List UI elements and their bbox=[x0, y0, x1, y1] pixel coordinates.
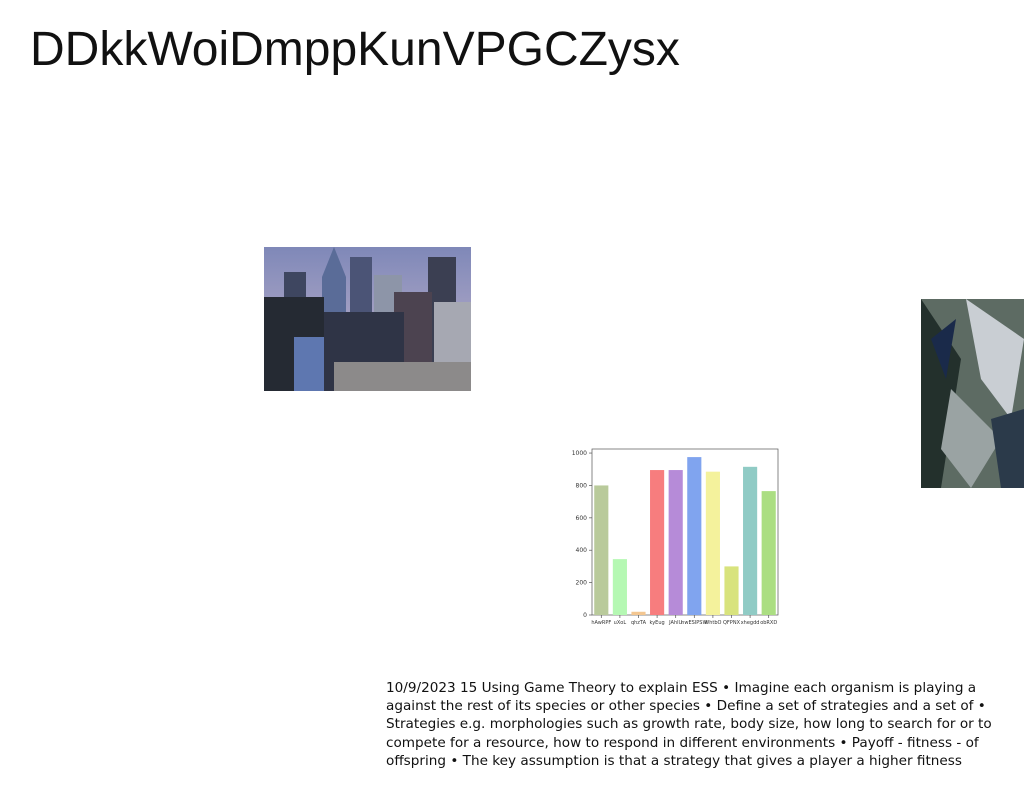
bar-chart: 0 200 400 600 800 1000 hAwRPF uXoL qhzTA kyEug JAh… bbox=[572, 448, 779, 626]
city-photo bbox=[264, 247, 471, 391]
body-text: 10/9/2023 15 Using Game Theory to explai… bbox=[386, 680, 992, 769]
bar bbox=[631, 611, 646, 615]
slide-title: DDkkWoiDmppKunVPGCZysx bbox=[30, 23, 680, 76]
y-tick-label: 200 bbox=[576, 580, 588, 587]
x-tick-label: qhzTA bbox=[631, 620, 647, 626]
x-tick-label: hAwRPF bbox=[591, 620, 611, 626]
x-tick-label: obRXD bbox=[760, 620, 777, 626]
x-tick-label: xhegdd bbox=[741, 620, 760, 626]
y-tick-label: 400 bbox=[576, 547, 588, 554]
bar bbox=[743, 466, 758, 615]
x-tick-label: WhtbO bbox=[704, 620, 721, 626]
y-tick-label: 0 bbox=[583, 612, 587, 619]
abstract-photo bbox=[921, 299, 1024, 488]
bar bbox=[687, 457, 702, 615]
bar bbox=[724, 566, 739, 615]
y-tick-label: 800 bbox=[576, 482, 588, 489]
plot-frame bbox=[591, 448, 779, 616]
bar bbox=[761, 491, 776, 615]
x-tick-label: QFPNX bbox=[723, 620, 741, 626]
y-tick-label: 1000 bbox=[572, 450, 587, 457]
bar bbox=[594, 485, 609, 615]
bar bbox=[612, 559, 627, 615]
x-tick-label: kyEug bbox=[650, 620, 665, 626]
bar bbox=[650, 470, 665, 615]
bar bbox=[668, 470, 683, 615]
x-tick-label: nwESIPSW bbox=[681, 620, 707, 626]
x-tick-label: uXoL bbox=[614, 620, 627, 626]
y-tick-label: 600 bbox=[576, 515, 588, 522]
bar bbox=[705, 471, 720, 615]
x-tick-label: JAhlU bbox=[668, 620, 682, 626]
